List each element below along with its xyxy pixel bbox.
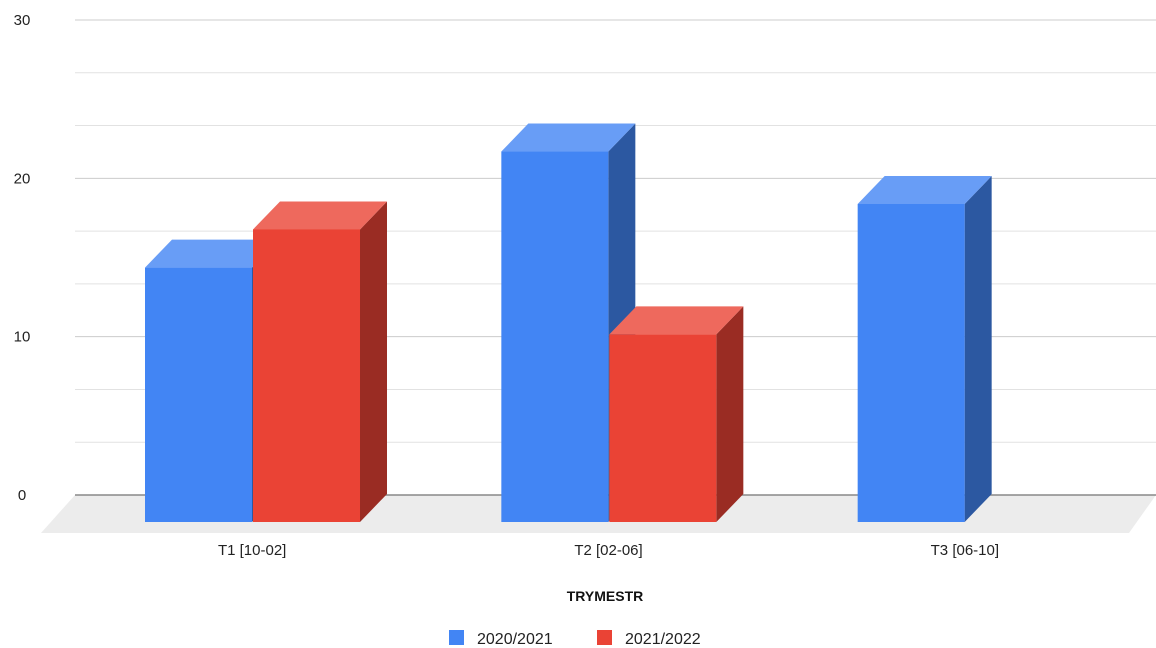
bar-front-face [857, 204, 965, 522]
bar-front-face [609, 334, 717, 522]
bar-side-face [716, 306, 744, 522]
y-tick-label: 20 [14, 170, 31, 187]
bar-front-face [501, 151, 609, 522]
bar-top-face [145, 239, 279, 268]
bar [857, 176, 992, 522]
bars [145, 123, 992, 522]
x-axis-title: TRYMESTR [567, 588, 643, 604]
y-axis-ticks: 0 10 20 30 [14, 12, 31, 504]
bar [253, 201, 387, 522]
legend-swatch [449, 630, 464, 645]
x-tick-label: T1 [10-02] [218, 542, 286, 559]
bar-top-face [857, 176, 992, 204]
legend-item: 2021/2022 [597, 630, 701, 648]
bar-side-face [360, 201, 387, 522]
bar [609, 306, 744, 522]
legend-item: 2020/2021 [449, 630, 553, 648]
bar-front-face [145, 267, 252, 522]
legend-label: 2021/2022 [625, 631, 701, 648]
bar-front-face [253, 229, 360, 522]
bar-top-face [609, 306, 744, 335]
bar-side-face [964, 176, 992, 522]
legend: 2020/2021 2021/2022 [449, 630, 701, 648]
y-tick-label: 30 [14, 12, 31, 29]
x-tick-label: T2 [02-06] [574, 542, 642, 559]
y-tick-label: 0 [18, 487, 26, 504]
bar-top-face [253, 201, 387, 230]
legend-label: 2020/2021 [477, 631, 553, 648]
x-axis-ticks: T1 [10-02] T2 [02-06] T3 [06-10] [218, 542, 999, 559]
x-tick-label: T3 [06-10] [931, 542, 999, 559]
legend-swatch [597, 630, 612, 645]
y-tick-label: 10 [14, 329, 31, 346]
bar-top-face [501, 123, 636, 152]
